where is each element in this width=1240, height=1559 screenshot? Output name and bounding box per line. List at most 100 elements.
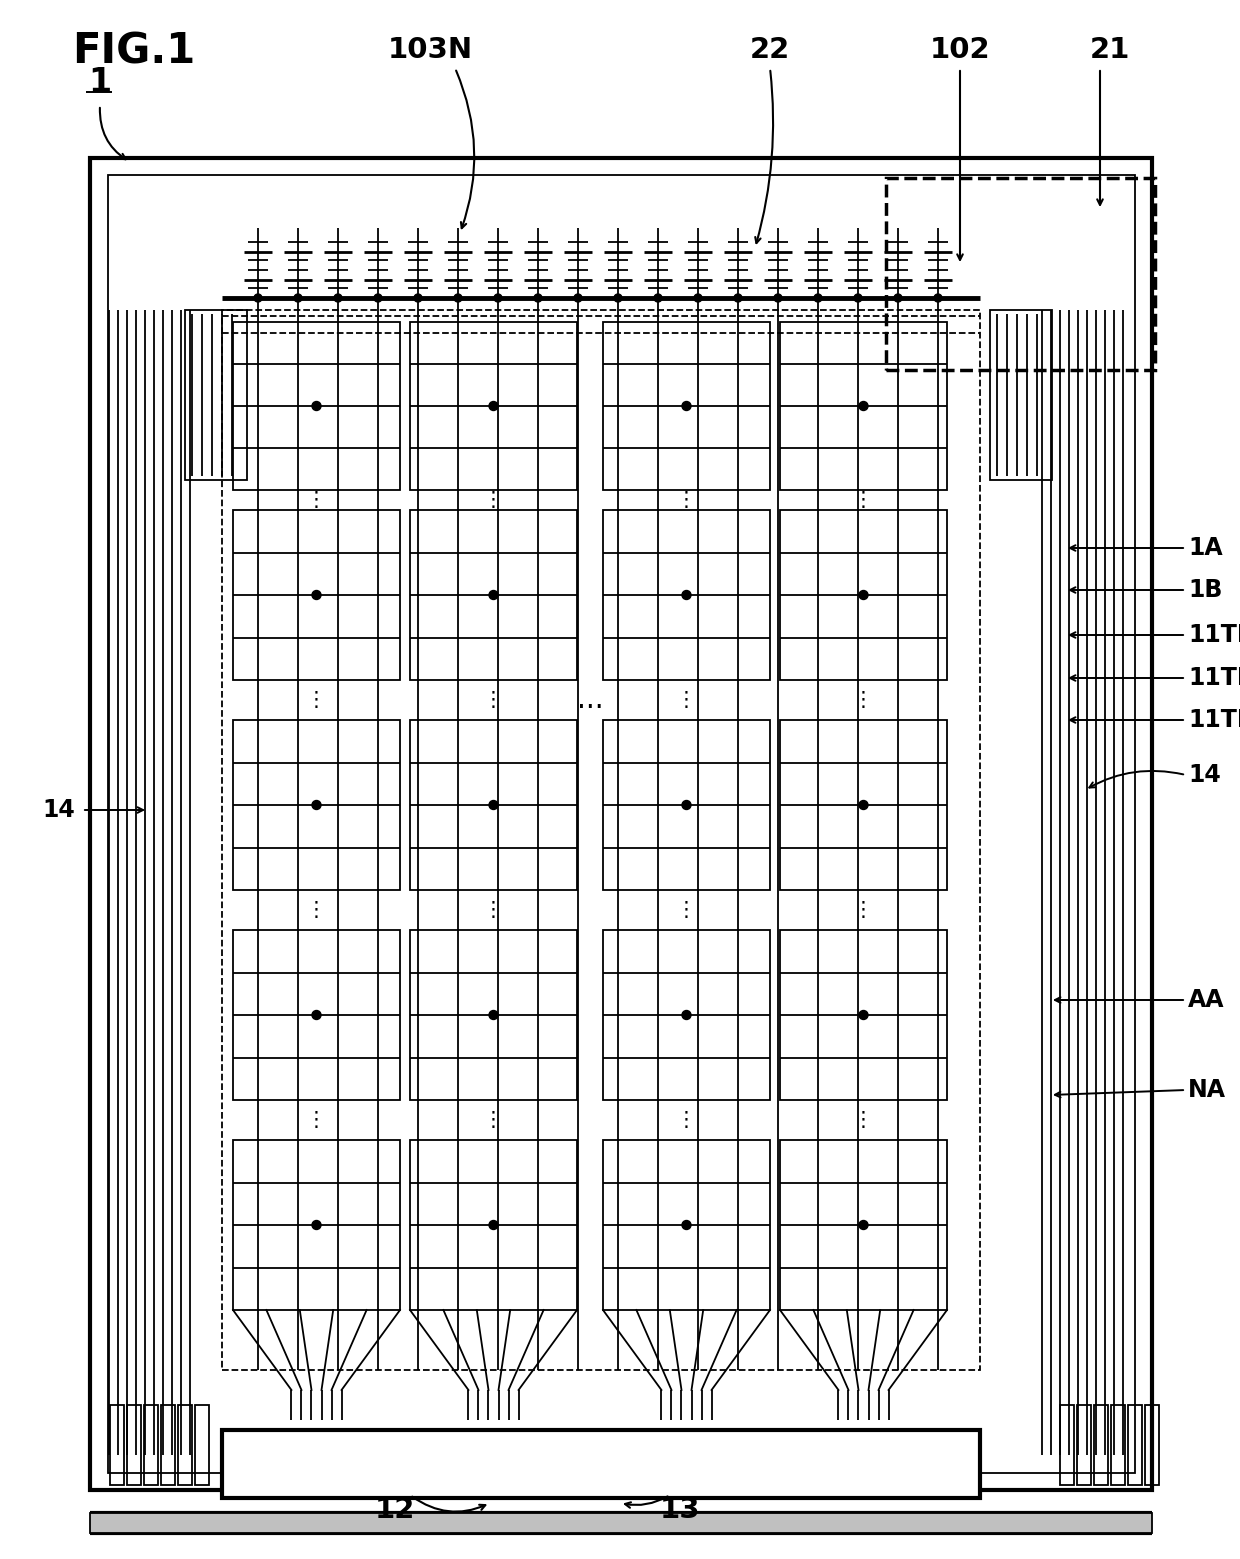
Bar <box>233 323 401 490</box>
Text: FIG.1: FIG.1 <box>72 30 195 72</box>
Circle shape <box>489 1221 498 1230</box>
Bar <box>780 931 947 1101</box>
Text: ⋮: ⋮ <box>484 900 503 920</box>
Circle shape <box>489 591 498 600</box>
Text: 11TL: 11TL <box>1188 624 1240 647</box>
Text: ⋮: ⋮ <box>853 490 874 510</box>
Text: 13: 13 <box>660 1497 701 1525</box>
Circle shape <box>374 295 382 302</box>
Circle shape <box>682 402 691 410</box>
Bar <box>410 510 577 680</box>
Circle shape <box>653 295 662 302</box>
Bar <box>410 720 577 890</box>
Circle shape <box>859 402 868 410</box>
Circle shape <box>334 295 342 302</box>
Text: ⋮: ⋮ <box>676 1110 697 1130</box>
Text: 1A: 1A <box>1188 536 1223 560</box>
Text: ...: ... <box>577 686 604 714</box>
Text: ⋮: ⋮ <box>306 1110 327 1130</box>
Text: ⋮: ⋮ <box>676 490 697 510</box>
Text: ⋮: ⋮ <box>484 1110 503 1130</box>
Bar <box>222 1430 980 1498</box>
Circle shape <box>734 295 742 302</box>
Text: ⋮: ⋮ <box>484 691 503 709</box>
Bar <box>887 178 1154 369</box>
Bar <box>144 1405 157 1486</box>
Bar <box>1128 1405 1142 1486</box>
Bar <box>410 323 577 490</box>
Text: ⋮: ⋮ <box>676 900 697 920</box>
Text: AA: AA <box>1188 988 1225 1012</box>
Text: ⋮: ⋮ <box>306 691 327 709</box>
Circle shape <box>813 295 822 302</box>
Circle shape <box>312 591 321 600</box>
Bar <box>1060 1405 1074 1486</box>
Text: 1B: 1B <box>1188 578 1223 602</box>
Bar <box>126 1405 141 1486</box>
Circle shape <box>534 295 542 302</box>
Bar <box>110 1405 124 1486</box>
Bar <box>603 510 770 680</box>
Circle shape <box>574 295 582 302</box>
Text: 11TE: 11TE <box>1188 666 1240 691</box>
Text: ⋮: ⋮ <box>306 900 327 920</box>
Circle shape <box>489 1010 498 1020</box>
Circle shape <box>859 800 868 809</box>
Bar <box>410 931 577 1101</box>
Bar <box>222 310 980 1370</box>
Circle shape <box>854 295 862 302</box>
Text: ⋮: ⋮ <box>853 900 874 920</box>
Bar <box>603 323 770 490</box>
Bar <box>603 720 770 890</box>
Bar <box>1078 1405 1091 1486</box>
Bar <box>195 1405 210 1486</box>
Bar <box>161 1405 175 1486</box>
Bar <box>233 720 401 890</box>
Bar <box>91 1512 1152 1532</box>
Bar <box>185 310 247 480</box>
Bar <box>603 931 770 1101</box>
Text: NA: NA <box>1188 1077 1226 1102</box>
Circle shape <box>614 295 622 302</box>
Circle shape <box>682 591 691 600</box>
Bar <box>780 720 947 890</box>
Text: 11TL: 11TL <box>1188 708 1240 733</box>
Circle shape <box>312 1010 321 1020</box>
Bar <box>990 310 1052 480</box>
Circle shape <box>682 1010 691 1020</box>
Text: ⋮: ⋮ <box>853 1110 874 1130</box>
Circle shape <box>312 1221 321 1230</box>
Text: 103N: 103N <box>387 36 472 64</box>
Bar <box>603 1140 770 1310</box>
Text: ⋮: ⋮ <box>853 691 874 709</box>
Bar <box>1145 1405 1159 1486</box>
Bar <box>233 1140 401 1310</box>
Text: ⋮: ⋮ <box>484 490 503 510</box>
Text: 22: 22 <box>750 36 790 64</box>
Text: ⋮: ⋮ <box>676 691 697 709</box>
Bar <box>780 510 947 680</box>
Bar <box>410 1140 577 1310</box>
Bar <box>780 1140 947 1310</box>
Circle shape <box>694 295 702 302</box>
Circle shape <box>934 295 942 302</box>
Circle shape <box>312 800 321 809</box>
Bar <box>1111 1405 1125 1486</box>
Circle shape <box>859 1221 868 1230</box>
Circle shape <box>414 295 422 302</box>
Circle shape <box>859 1010 868 1020</box>
Circle shape <box>254 295 262 302</box>
Text: 14: 14 <box>1188 762 1220 787</box>
Bar <box>108 175 1135 1473</box>
Circle shape <box>454 295 463 302</box>
Text: 14: 14 <box>42 798 74 822</box>
Text: 1: 1 <box>88 65 112 98</box>
Bar <box>91 157 1152 1490</box>
Bar <box>233 510 401 680</box>
Bar <box>179 1405 192 1486</box>
Circle shape <box>489 402 498 410</box>
Bar <box>1094 1405 1109 1486</box>
Circle shape <box>312 402 321 410</box>
Circle shape <box>294 295 303 302</box>
Circle shape <box>682 1221 691 1230</box>
